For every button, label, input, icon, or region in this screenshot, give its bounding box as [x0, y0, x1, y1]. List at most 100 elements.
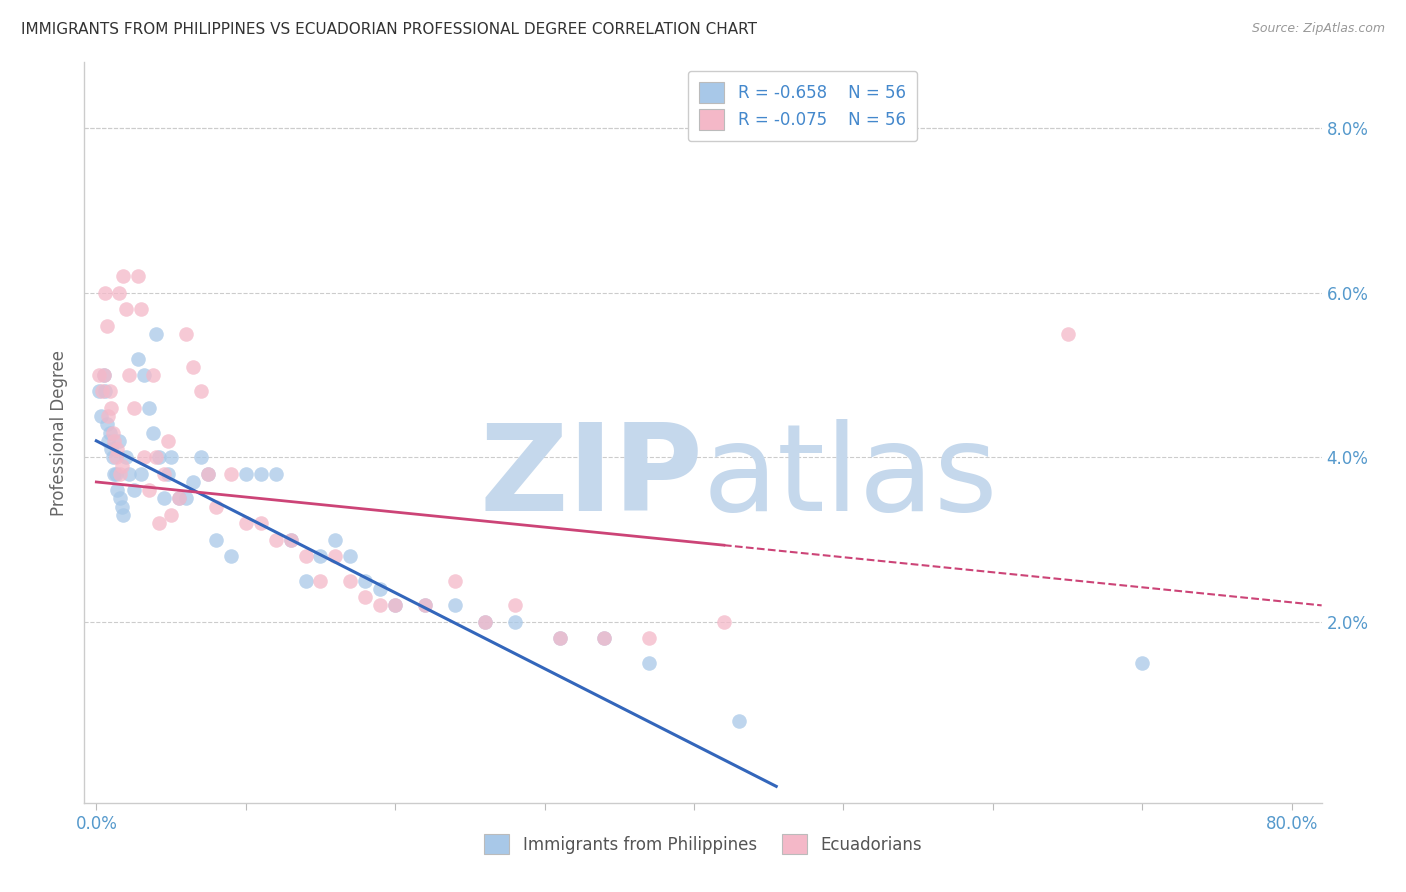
Point [264, 533, 287, 547]
Point [280, 533, 302, 547]
Point [122, 401, 145, 415]
Point [548, 632, 571, 646]
Point [249, 516, 271, 530]
Point [89, 368, 111, 382]
Point [444, 574, 467, 588]
Point [235, 516, 257, 530]
Point [104, 450, 127, 465]
Point [219, 467, 242, 481]
Point [107, 434, 129, 448]
Point [325, 533, 347, 547]
Point [638, 656, 661, 670]
Point [593, 632, 616, 646]
Point [174, 491, 197, 506]
Point [160, 450, 183, 465]
Point [97, 409, 120, 424]
Point [264, 467, 287, 481]
Point [93, 368, 115, 382]
Point [104, 467, 127, 481]
Point [167, 491, 190, 506]
Point [96, 318, 118, 333]
Point [91, 384, 114, 399]
Legend: Immigrants from Philippines, Ecuadorians: Immigrants from Philippines, Ecuadorians [478, 828, 928, 861]
Point [100, 442, 122, 456]
Point [103, 434, 125, 448]
Point [503, 599, 526, 613]
Text: Source: ZipAtlas.com: Source: ZipAtlas.com [1251, 22, 1385, 36]
Text: IMMIGRANTS FROM PHILIPPINES VS ECUADORIAN PROFESSIONAL DEGREE CORRELATION CHART: IMMIGRANTS FROM PHILIPPINES VS ECUADORIA… [21, 22, 756, 37]
Point [134, 450, 156, 465]
Point [280, 533, 302, 547]
Point [110, 467, 132, 481]
Text: atlas: atlas [703, 418, 998, 535]
Point [111, 458, 134, 473]
Point [145, 326, 167, 341]
Point [638, 632, 661, 646]
Point [129, 302, 152, 317]
Point [97, 434, 120, 448]
Point [98, 384, 121, 399]
Point [138, 401, 160, 415]
Point [152, 467, 174, 481]
Point [152, 491, 174, 506]
Point [118, 467, 141, 481]
Point [183, 359, 205, 374]
Point [105, 442, 128, 456]
Point [167, 491, 190, 506]
Point [368, 582, 391, 596]
Point [548, 632, 571, 646]
Point [474, 615, 496, 629]
Point [90, 409, 112, 424]
Point [98, 425, 121, 440]
Point [205, 500, 228, 514]
Point [309, 549, 332, 563]
Point [339, 549, 361, 563]
Point [105, 483, 128, 498]
Point [115, 450, 138, 465]
Point [115, 302, 138, 317]
Point [148, 516, 170, 530]
Point [107, 285, 129, 300]
Point [110, 491, 132, 506]
Point [111, 500, 134, 514]
Point [174, 326, 197, 341]
Point [183, 475, 205, 489]
Point [384, 599, 406, 613]
Point [129, 467, 152, 481]
Point [145, 450, 167, 465]
Point [197, 467, 219, 481]
Point [160, 508, 183, 522]
Point [142, 368, 165, 382]
Point [325, 549, 347, 563]
Point [339, 574, 361, 588]
Point [474, 615, 496, 629]
Point [190, 384, 212, 399]
Point [96, 417, 118, 432]
Point [728, 714, 751, 728]
Point [205, 533, 228, 547]
Point [503, 615, 526, 629]
Point [100, 401, 122, 415]
Point [112, 508, 135, 522]
Point [354, 590, 377, 604]
Point [127, 351, 149, 366]
Point [122, 483, 145, 498]
Point [368, 599, 391, 613]
Point [413, 599, 436, 613]
Point [294, 549, 316, 563]
Point [142, 425, 165, 440]
Point [354, 574, 377, 588]
Point [1056, 326, 1078, 341]
Point [384, 599, 406, 613]
Point [101, 425, 124, 440]
Point [112, 269, 135, 284]
Point [249, 467, 271, 481]
Point [197, 467, 219, 481]
Point [413, 599, 436, 613]
Text: ZIP: ZIP [479, 418, 703, 535]
Point [593, 632, 616, 646]
Point [1130, 656, 1153, 670]
Point [157, 467, 180, 481]
Point [118, 368, 141, 382]
Point [101, 450, 124, 465]
